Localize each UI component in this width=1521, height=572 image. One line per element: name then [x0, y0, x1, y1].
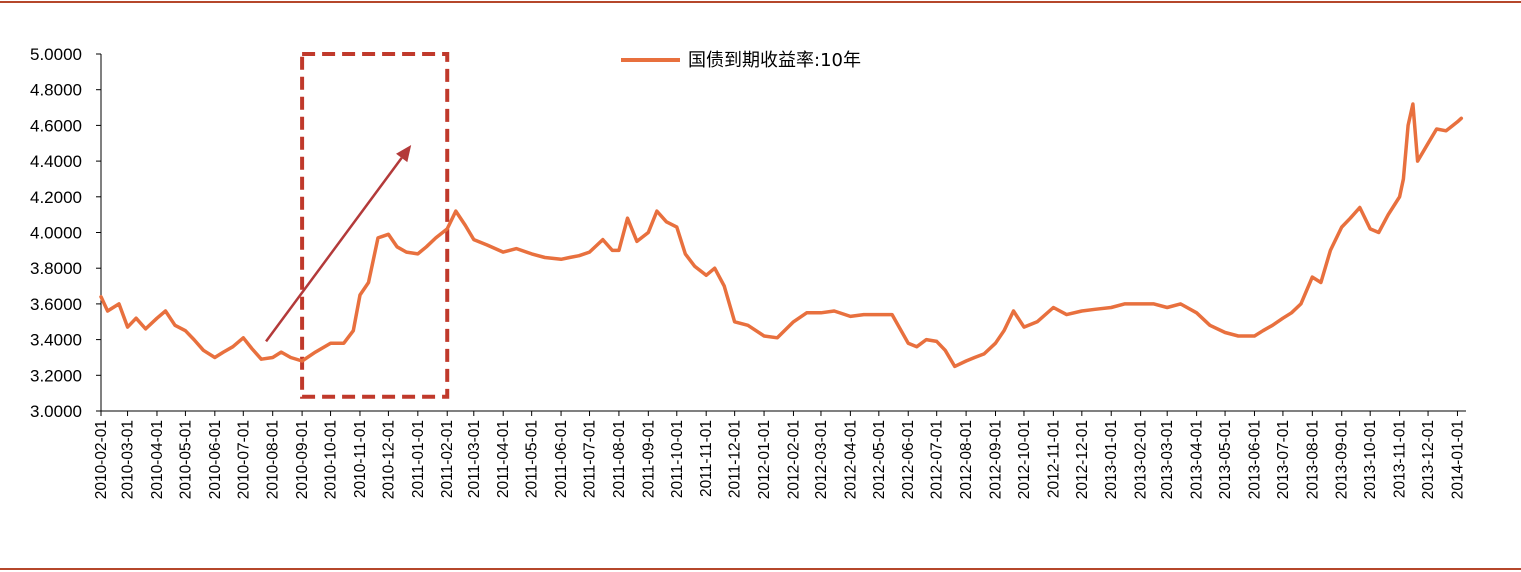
y-axis: 3.0000 3.2000 3.4000 3.6000 3.8000 4.0000 4.20… [30, 45, 102, 421]
x-tick-label: 2010-08-01 [265, 420, 282, 499]
x-tick-label: 2011-09-01 [640, 420, 657, 498]
x-tick-label: 2010-12-01 [380, 420, 397, 499]
bottom-rule [0, 568, 1521, 570]
y-tick-label: 4.2000 [30, 188, 82, 207]
y-tick-label: 4.4000 [30, 152, 82, 171]
x-tick-label: 2012-03-01 [813, 420, 830, 499]
x-tick-label: 2013-08-01 [1304, 420, 1321, 499]
x-tick-label: 2011-05-01 [524, 420, 541, 498]
x-tick-label: 2013-01-01 [1103, 420, 1120, 499]
x-tick-label: 2013-09-01 [1334, 420, 1351, 499]
x-tick-label: 2010-10-01 [323, 420, 340, 499]
x-tick-label: 2011-02-01 [439, 420, 456, 498]
x-tick-label: 2013-12-01 [1420, 420, 1437, 499]
x-tick-label: 2012-11-01 [1045, 420, 1062, 498]
y-tick-label: 3.2000 [30, 366, 82, 385]
top-rule [0, 1, 1521, 3]
x-tick-label: 2012-02-01 [785, 420, 802, 499]
x-tick-label: 2013-05-01 [1217, 420, 1234, 499]
legend-label: 国债到期收益率:10年 [688, 50, 861, 71]
highlight-box [300, 52, 450, 399]
y-tick-label: 3.8000 [30, 259, 82, 278]
annotations [265, 52, 450, 399]
x-tick-label: 2010-09-01 [294, 420, 311, 499]
x-tick-label: 2012-01-01 [756, 420, 773, 499]
x-tick-label: 2010-03-01 [120, 420, 137, 499]
x-tick-label: 2012-06-01 [900, 420, 917, 499]
x-tick-label: 2012-12-01 [1074, 420, 1091, 499]
x-tick-label: 2010-02-01 [93, 420, 110, 499]
x-tick-label: 2011-03-01 [466, 420, 483, 498]
x-tick-label: 2010-07-01 [235, 420, 252, 499]
x-tick-label: 2010-11-01 [352, 420, 369, 498]
series-layer [99, 102, 1464, 369]
x-tick-label: 2013-06-01 [1246, 420, 1263, 499]
x-tick-label: 2013-07-01 [1275, 420, 1292, 499]
x-tick-label: 2014-01-01 [1449, 420, 1466, 499]
x-tick-label: 2012-07-01 [929, 420, 946, 499]
y-tick-label: 4.6000 [30, 116, 82, 135]
trend-arrow [265, 157, 403, 343]
x-tick-label: 2011-11-01 [698, 420, 715, 497]
x-tick-label: 2011-04-01 [495, 420, 512, 498]
x-tick-label: 2011-01-01 [410, 420, 427, 498]
y-tick-label: 4.0000 [30, 224, 82, 243]
x-tick-label: 2013-02-01 [1133, 420, 1150, 499]
x-tick-label: 2010-06-01 [207, 420, 224, 499]
legend: 国债到期收益率:10年 [621, 50, 861, 71]
y-tick-label: 4.8000 [30, 81, 82, 100]
x-tick-label: 2011-10-01 [669, 420, 686, 498]
x-tick-label: 2013-04-01 [1189, 420, 1206, 499]
y-tick-label: 3.6000 [30, 295, 82, 314]
y-tick-label: 3.4000 [30, 331, 82, 350]
y-tick-label: 3.0000 [30, 402, 82, 421]
x-tick-label: 2012-09-01 [988, 420, 1005, 499]
trend-arrow-head [396, 145, 412, 163]
x-tick-label: 2010-05-01 [177, 420, 194, 499]
x-tick-label: 2011-06-01 [553, 420, 570, 498]
x-tick-label: 2012-08-01 [958, 420, 975, 499]
x-tick-label: 2010-04-01 [149, 420, 166, 499]
x-tick-label: 2013-11-01 [1392, 420, 1409, 498]
x-tick-label: 2012-04-01 [842, 420, 859, 499]
x-tick-label: 2011-08-01 [611, 420, 628, 498]
x-tick-label: 2013-03-01 [1159, 420, 1176, 499]
x-tick-label: 2012-05-01 [871, 420, 888, 499]
x-tick-label: 2011-12-01 [727, 420, 744, 498]
y-tick-label: 5.0000 [30, 45, 82, 64]
series-line [99, 102, 1464, 369]
x-axis: 2010-02-01 2010-03-01 2010-04-01 2010-05-01… [93, 410, 1466, 499]
x-tick-label: 2013-10-01 [1362, 420, 1379, 499]
x-tick-label: 2011-07-01 [582, 420, 599, 498]
x-tick-label: 2012-10-01 [1016, 420, 1033, 499]
